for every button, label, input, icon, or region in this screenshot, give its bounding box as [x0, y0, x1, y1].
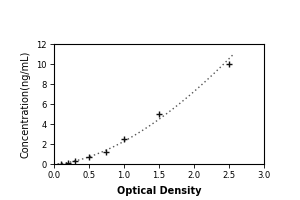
X-axis label: Optical Density: Optical Density: [117, 186, 201, 196]
Y-axis label: Concentration(ng/mL): Concentration(ng/mL): [21, 50, 31, 158]
